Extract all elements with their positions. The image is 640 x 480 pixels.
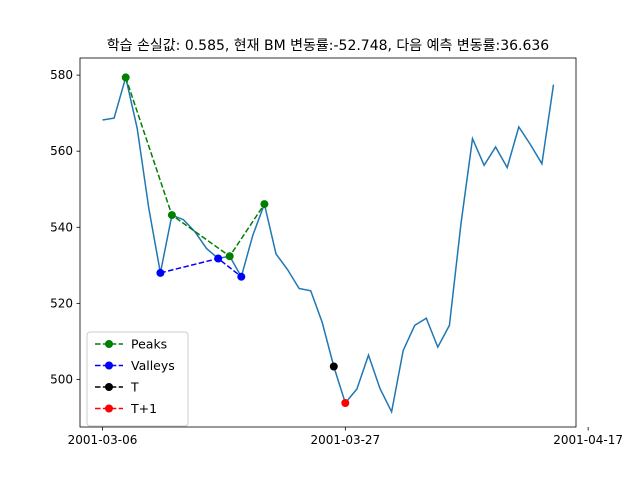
- y-tick-label: 500: [50, 372, 73, 386]
- legend-label-peaks: Peaks: [131, 337, 167, 352]
- y-tick-label: 580: [50, 68, 73, 82]
- x-tick-label: 2001-03-27: [310, 433, 380, 447]
- axes-frame: [79, 57, 577, 428]
- legend-label-t: T: [130, 380, 139, 395]
- chart-title: 학습 손실값: 0.585, 현재 BM 변동률:-52.748, 다음 예측 …: [107, 38, 549, 54]
- legend-marker-t: [105, 383, 113, 391]
- marker-peaks: [260, 200, 269, 209]
- marker-t: [329, 362, 338, 371]
- y-tick-label: 540: [50, 220, 73, 234]
- legend-label-t-1: T+1: [130, 401, 157, 416]
- legend-label-valleys: Valleys: [131, 358, 175, 373]
- marker-valleys: [156, 268, 165, 277]
- legend: Peaks Valleys T T+1: [86, 331, 189, 427]
- plot-area: 500 520 540 560 580 2001-03-06 2001-03-27 2001-…: [50, 57, 623, 447]
- marker-peaks: [121, 73, 130, 82]
- x-tick-label: 2001-03-06: [68, 433, 138, 447]
- legend-marker-peaks: [105, 340, 113, 348]
- legend-box: [86, 331, 189, 427]
- marker-peaks: [167, 211, 176, 220]
- series-line-peaks: [124, 77, 266, 258]
- x-tick-label: 2001-04-17: [553, 433, 623, 447]
- y-tick-label: 520: [50, 296, 73, 310]
- marker-peaks: [225, 252, 234, 261]
- price-line: [102, 77, 555, 415]
- marker-t-1: [341, 399, 350, 407]
- legend-marker-valleys: [105, 361, 113, 370]
- legend-marker-t-1: [105, 404, 113, 413]
- y-tick-label: 560: [50, 144, 73, 158]
- marker-valleys: [214, 254, 223, 263]
- marker-valleys: [237, 272, 246, 281]
